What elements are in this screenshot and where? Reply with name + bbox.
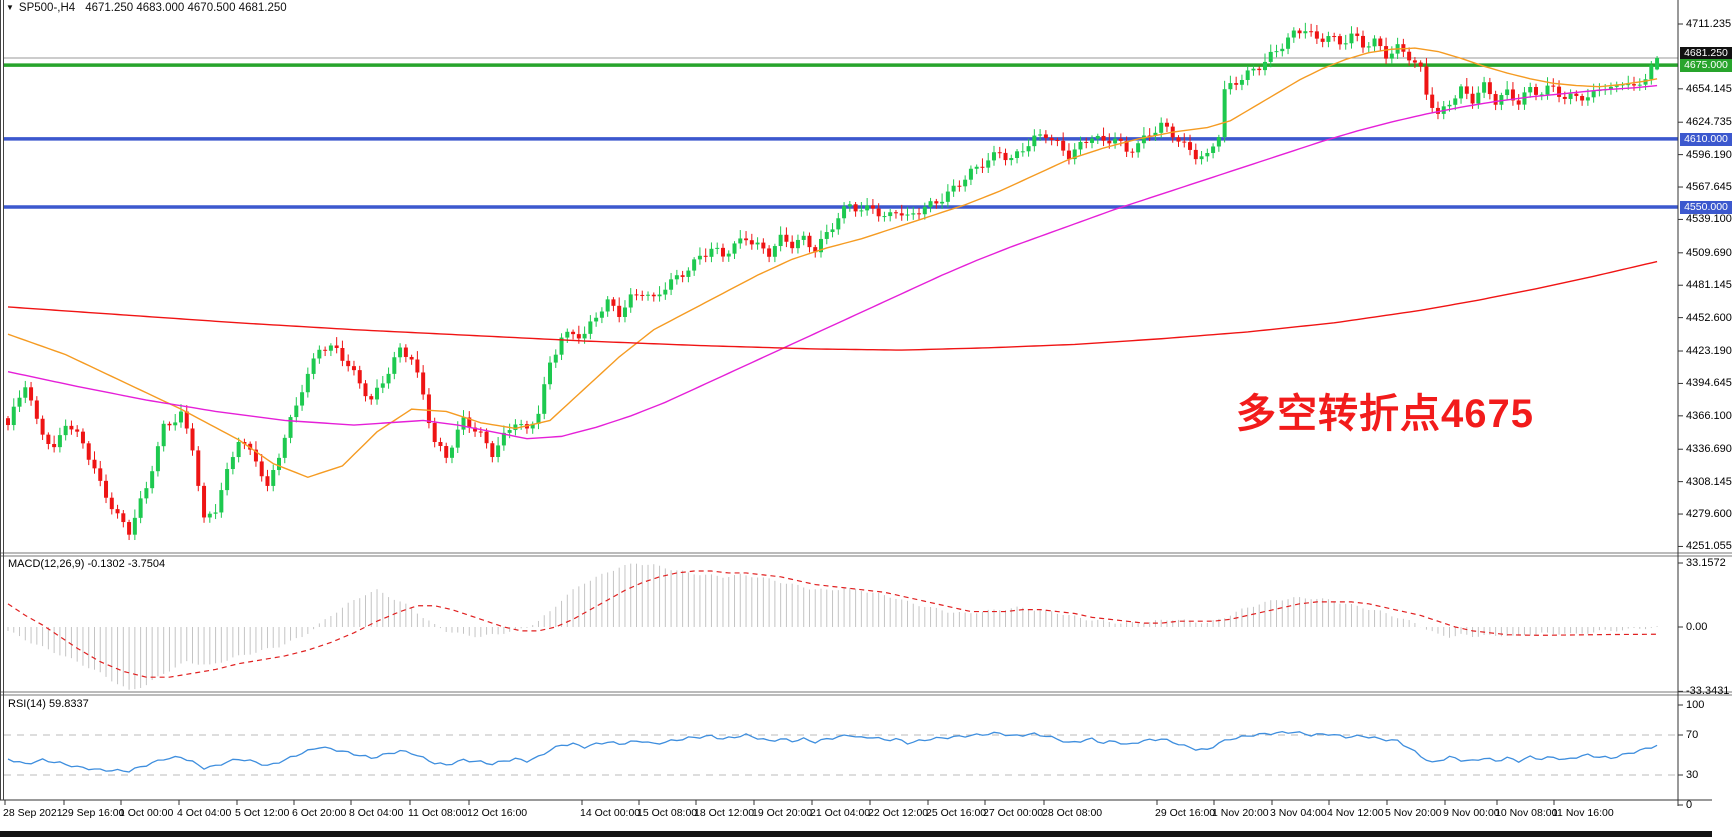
- chevron-down-icon[interactable]: ▼: [6, 3, 14, 12]
- date-ticks-item: 29 Sep 16:00: [62, 807, 125, 819]
- price-ticks-item: 4624.735: [1686, 116, 1732, 129]
- price-ticks-item: 4394.645: [1686, 377, 1732, 390]
- rsi-ticks-item: 100: [1686, 699, 1705, 711]
- rsi-line: [7, 730, 1658, 773]
- date-ticks-item: 22 Oct 12:00: [868, 807, 929, 819]
- price-ticks-item: 4539.100: [1686, 213, 1732, 226]
- price-ticks-item: 4251.055: [1686, 540, 1732, 553]
- date-ticks-item: 5 Oct 12:00: [235, 807, 290, 819]
- price-ticks-item: 4481.145: [1686, 279, 1732, 292]
- price-ticks-item: 4366.100: [1686, 409, 1732, 422]
- date-ticks-item: 28 Oct 08:00: [1042, 807, 1103, 819]
- fast-ma-orange: [7, 47, 1658, 478]
- price-ticks-item: 4567.645: [1686, 181, 1732, 194]
- macd-indicator-label: MACD(12,26,9) -0.1302 -3.7504: [8, 558, 166, 570]
- date-ticks-item: 25 Oct 16:00: [926, 807, 987, 819]
- symbol-info-bar: ▼ SP500-,H4 4671.250 4683.000 4670.500 468…: [6, 2, 287, 14]
- date-ticks-item: 5 Nov 20:00: [1385, 807, 1442, 819]
- date-ticks-item: 27 Oct 00:00: [983, 807, 1044, 819]
- mid-ma-magenta: [7, 84, 1658, 440]
- date-ticks-item: 12 Oct 16:00: [467, 807, 528, 819]
- support-price-tag-4610: 4610.000: [1680, 132, 1732, 146]
- current-price-tag: 4681.250: [1680, 47, 1732, 61]
- price-ticks-item: 4423.190: [1686, 345, 1732, 358]
- date-ticks-item: 6 Oct 20:00: [292, 807, 347, 819]
- macd-ticks-item: 33.1572: [1686, 557, 1726, 569]
- date-ticks-item: 1 Oct 00:00: [119, 807, 174, 819]
- rsi-indicator-label: RSI(14) 59.8337: [8, 698, 89, 710]
- date-ticks-item: 28 Sep 2021: [3, 807, 63, 819]
- support-price-tag-4550: 4550.000: [1680, 201, 1732, 215]
- price-ticks-item: 4596.190: [1686, 148, 1732, 161]
- macd-histogram: [7, 563, 1658, 690]
- price-ticks-item: 4452.600: [1686, 311, 1732, 324]
- price-ticks-item: 4654.145: [1686, 82, 1732, 95]
- rsi-ticks-item: 70: [1686, 729, 1699, 741]
- price-ticks-item: 4336.690: [1686, 443, 1732, 456]
- macd-ticks-item: -33.3431: [1686, 685, 1730, 698]
- date-ticks-item: 11 Oct 08:00: [408, 807, 468, 819]
- date-ticks-item: 10 Nov 08:00: [1495, 807, 1558, 819]
- slow-ma-red: [7, 260, 1658, 351]
- price-ticks-item: 4308.145: [1686, 475, 1732, 488]
- date-ticks-item: 3 Nov 04:00: [1270, 807, 1327, 819]
- date-ticks-item: 4 Oct 04:00: [177, 807, 232, 819]
- date-ticks-item: 11 Nov 16:00: [1552, 807, 1614, 819]
- symbol-period-label: SP500-,H4: [18, 2, 76, 14]
- horizontal-level-lines: [4, 57, 1678, 209]
- price-ticks-item: 4279.600: [1686, 508, 1732, 521]
- date-ticks-item: 19 Oct 20:00: [752, 807, 813, 819]
- chart-annotation-text: 多空转折点4675: [1236, 392, 1534, 436]
- price-ticks-item: 4711.235: [1686, 18, 1732, 30]
- date-ticks-item: 1 Nov 20:00: [1212, 807, 1269, 819]
- bottom-scrollbar[interactable]: [0, 831, 1712, 837]
- date-ticks-item: 14 Oct 00:00: [580, 807, 641, 819]
- date-ticks-item: 21 Oct 04:00: [810, 807, 871, 819]
- date-ticks-item: 8 Oct 04:00: [349, 807, 404, 819]
- date-ticks-item: 4 Nov 12:00: [1327, 807, 1384, 819]
- date-ticks-item: 9 Nov 00:00: [1443, 807, 1500, 819]
- date-ticks-item: 18 Oct 12:00: [694, 807, 755, 819]
- rsi-ticks-item: 30: [1686, 769, 1699, 781]
- macd-ticks-item: 0.00: [1686, 621, 1708, 633]
- ohlc-values: 4671.250 4683.000 4670.500 4681.250: [85, 2, 287, 14]
- rsi-ticks-item: 0: [1686, 799, 1693, 811]
- macd-signal-line: [7, 570, 1658, 678]
- pivot-price-tag: 4675.000: [1680, 59, 1732, 73]
- price-ticks-item: 4509.690: [1686, 246, 1732, 259]
- date-ticks-item: 15 Oct 08:00: [637, 807, 698, 819]
- date-ticks-item: 29 Oct 16:00: [1155, 807, 1216, 819]
- candles-layer[interactable]: [6, 22, 1660, 541]
